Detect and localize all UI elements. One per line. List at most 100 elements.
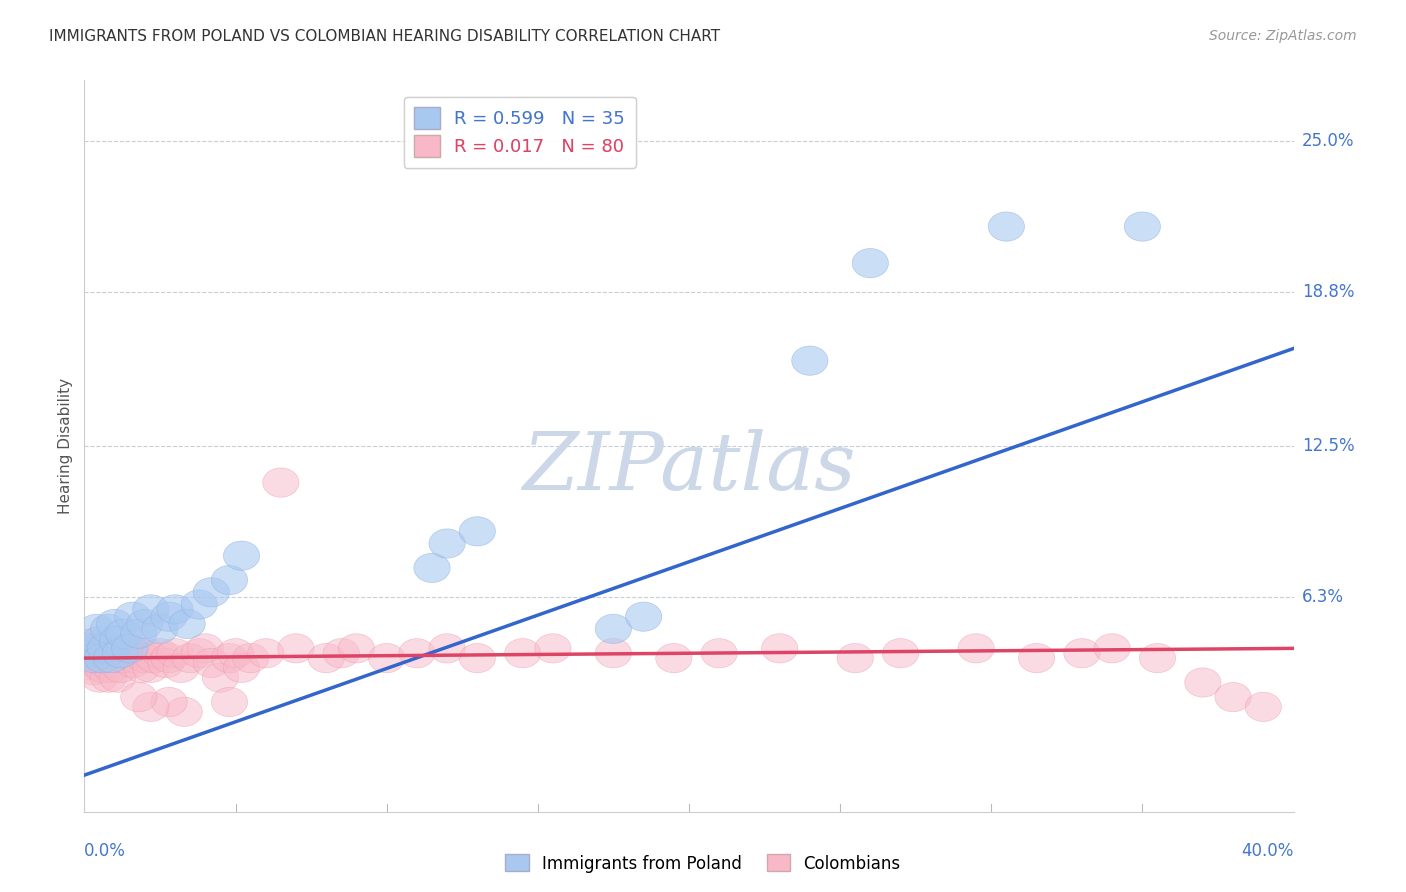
Ellipse shape <box>157 639 193 668</box>
Ellipse shape <box>837 643 873 673</box>
Ellipse shape <box>93 643 129 673</box>
Ellipse shape <box>1215 682 1251 712</box>
Ellipse shape <box>87 648 124 678</box>
Ellipse shape <box>148 648 184 678</box>
Ellipse shape <box>115 648 150 678</box>
Ellipse shape <box>224 653 260 682</box>
Ellipse shape <box>69 651 105 680</box>
Ellipse shape <box>534 633 571 663</box>
Ellipse shape <box>129 639 166 668</box>
Ellipse shape <box>72 643 108 673</box>
Ellipse shape <box>247 639 284 668</box>
Ellipse shape <box>187 633 224 663</box>
Ellipse shape <box>115 602 150 632</box>
Ellipse shape <box>132 653 169 682</box>
Ellipse shape <box>84 643 121 673</box>
Ellipse shape <box>97 648 132 678</box>
Ellipse shape <box>72 629 108 658</box>
Ellipse shape <box>150 688 187 716</box>
Ellipse shape <box>100 643 136 673</box>
Ellipse shape <box>852 249 889 277</box>
Ellipse shape <box>626 602 662 632</box>
Ellipse shape <box>87 633 124 663</box>
Ellipse shape <box>193 648 229 678</box>
Ellipse shape <box>413 553 450 582</box>
Ellipse shape <box>136 643 172 673</box>
Ellipse shape <box>1139 643 1175 673</box>
Ellipse shape <box>957 633 994 663</box>
Ellipse shape <box>97 633 132 663</box>
Ellipse shape <box>429 529 465 558</box>
Ellipse shape <box>121 619 157 648</box>
Ellipse shape <box>150 643 187 673</box>
Text: ZIPatlas: ZIPatlas <box>522 429 856 507</box>
Ellipse shape <box>211 566 247 595</box>
Ellipse shape <box>1018 643 1054 673</box>
Ellipse shape <box>368 643 405 673</box>
Ellipse shape <box>211 643 247 673</box>
Ellipse shape <box>79 648 115 678</box>
Ellipse shape <box>218 639 253 668</box>
Ellipse shape <box>103 653 139 682</box>
Ellipse shape <box>127 643 163 673</box>
Ellipse shape <box>1094 633 1130 663</box>
Ellipse shape <box>1185 668 1220 698</box>
Ellipse shape <box>111 633 148 663</box>
Ellipse shape <box>429 633 465 663</box>
Ellipse shape <box>127 609 163 639</box>
Ellipse shape <box>124 653 160 682</box>
Ellipse shape <box>100 626 136 656</box>
Ellipse shape <box>90 615 127 643</box>
Ellipse shape <box>90 643 127 673</box>
Ellipse shape <box>111 633 148 663</box>
Ellipse shape <box>142 615 179 643</box>
Ellipse shape <box>142 639 179 668</box>
Legend: R = 0.599   N = 35, R = 0.017   N = 80: R = 0.599 N = 35, R = 0.017 N = 80 <box>404 96 636 168</box>
Ellipse shape <box>76 656 111 685</box>
Ellipse shape <box>399 639 434 668</box>
Text: IMMIGRANTS FROM POLAND VS COLOMBIAN HEARING DISABILITY CORRELATION CHART: IMMIGRANTS FROM POLAND VS COLOMBIAN HEAR… <box>49 29 720 44</box>
Ellipse shape <box>100 663 136 692</box>
Ellipse shape <box>169 609 205 639</box>
Ellipse shape <box>505 639 541 668</box>
Text: Source: ZipAtlas.com: Source: ZipAtlas.com <box>1209 29 1357 43</box>
Ellipse shape <box>121 682 157 712</box>
Ellipse shape <box>118 643 153 673</box>
Ellipse shape <box>1246 692 1281 722</box>
Ellipse shape <box>702 639 737 668</box>
Ellipse shape <box>79 633 115 663</box>
Ellipse shape <box>323 639 360 668</box>
Ellipse shape <box>132 595 169 624</box>
Ellipse shape <box>108 639 145 668</box>
Legend: Immigrants from Poland, Colombians: Immigrants from Poland, Colombians <box>499 847 907 880</box>
Text: 12.5%: 12.5% <box>1302 437 1354 455</box>
Ellipse shape <box>762 633 797 663</box>
Ellipse shape <box>84 639 121 668</box>
Ellipse shape <box>93 653 129 682</box>
Ellipse shape <box>172 643 208 673</box>
Ellipse shape <box>87 633 124 663</box>
Ellipse shape <box>82 626 118 656</box>
Ellipse shape <box>883 639 918 668</box>
Ellipse shape <box>76 639 111 668</box>
Ellipse shape <box>232 643 269 673</box>
Ellipse shape <box>105 619 142 648</box>
Ellipse shape <box>69 639 105 668</box>
Ellipse shape <box>211 688 247 716</box>
Ellipse shape <box>595 615 631 643</box>
Text: 25.0%: 25.0% <box>1302 132 1354 150</box>
Ellipse shape <box>82 643 118 673</box>
Ellipse shape <box>93 639 129 668</box>
Ellipse shape <box>460 643 495 673</box>
Ellipse shape <box>157 595 193 624</box>
Text: 18.8%: 18.8% <box>1302 284 1354 301</box>
Ellipse shape <box>103 639 139 668</box>
Ellipse shape <box>193 578 229 607</box>
Ellipse shape <box>150 602 187 632</box>
Ellipse shape <box>72 633 108 663</box>
Ellipse shape <box>181 639 218 668</box>
Ellipse shape <box>988 212 1025 241</box>
Ellipse shape <box>224 541 260 570</box>
Ellipse shape <box>595 639 631 668</box>
Ellipse shape <box>105 643 142 673</box>
